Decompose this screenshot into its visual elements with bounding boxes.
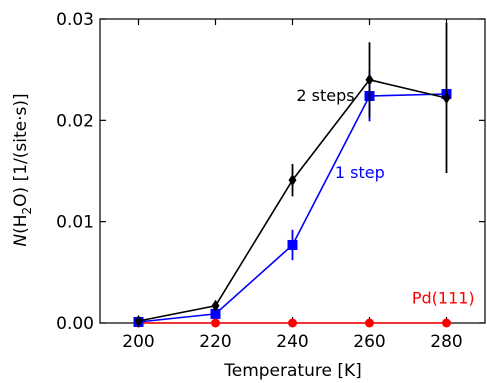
series-pd-111- [134, 318, 451, 328]
annotation-layer: 2 steps 1 step Pd(111) [296, 86, 474, 308]
x-tick-label: 260 [353, 332, 385, 352]
x-axis-label: Temperature [K] [223, 361, 362, 381]
y-axis-label: N(H2O) [1/(site·s)] [11, 93, 34, 246]
x-tick-label: 200 [122, 332, 154, 352]
series-1-step [133, 70, 452, 327]
series-layer [133, 23, 452, 328]
y-axis-label-symbol: N [11, 234, 31, 247]
series-line [138, 93, 447, 323]
data-point [442, 92, 451, 105]
y-axis-ticks: 0.00 0.01 0.02 0.03 [56, 10, 485, 334]
data-point [365, 318, 374, 328]
y-tick-label: 0.00 [56, 314, 94, 334]
data-point [211, 318, 220, 328]
y-tick-label: 0.03 [56, 10, 94, 30]
y-tick-label: 0.01 [56, 213, 94, 233]
series-annotation: Pd(111) [412, 289, 475, 308]
data-point [210, 308, 221, 319]
series-line [138, 78, 447, 322]
data-point [365, 73, 374, 86]
data-point [442, 318, 451, 328]
series-annotation: 2 steps [296, 86, 354, 105]
data-point [134, 314, 143, 327]
y-axis-label-subscript: 2 [20, 207, 34, 215]
y-tick-label: 0.02 [56, 111, 94, 131]
data-point [287, 239, 298, 250]
x-tick-label: 220 [199, 332, 231, 352]
data-point [211, 299, 220, 312]
y-axis-label-pre: (H [11, 214, 31, 233]
series-annotation: 1 step [335, 163, 385, 182]
data-point [288, 174, 297, 187]
x-tick-label: 240 [276, 332, 308, 352]
y-axis-label-post: O) [1/(site·s)] [11, 93, 31, 206]
series-2-steps [134, 23, 451, 327]
x-tick-label: 280 [430, 332, 462, 352]
data-point [288, 318, 297, 328]
